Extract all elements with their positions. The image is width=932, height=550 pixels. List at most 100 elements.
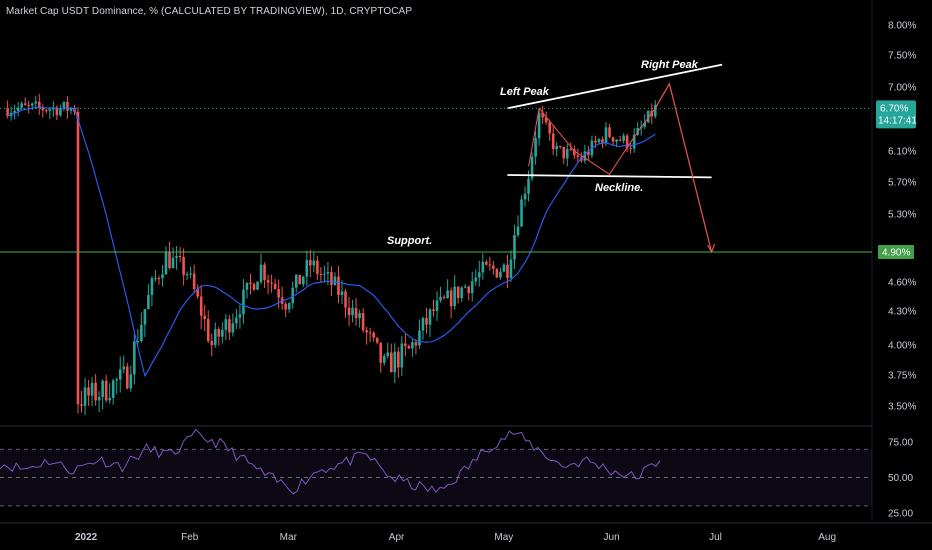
grid-lines — [0, 0, 932, 524]
candle-body — [182, 257, 185, 276]
neckline-label: Neckline. — [595, 182, 643, 194]
candle-body — [154, 278, 157, 280]
candle-body — [407, 345, 411, 349]
candle-body — [333, 276, 337, 285]
candle-body — [291, 287, 295, 304]
candle-body — [238, 314, 242, 318]
candle-body — [653, 104, 657, 117]
y-axis: 8.00% 7.50% 7.00% 6.10% 5.70% 5.30% 4.60% 4.30%… — [888, 21, 916, 413]
countdown-text: 14:17:41 — [878, 115, 917, 126]
x-tick-label: May — [494, 532, 513, 543]
candle-body — [643, 122, 647, 127]
y-tick-label: 4.60% — [888, 278, 916, 289]
candle-body — [115, 379, 119, 381]
candle-body — [477, 272, 481, 278]
candle-body — [347, 307, 351, 316]
candle-body — [404, 343, 407, 346]
candle-body — [421, 317, 425, 331]
rsi-line — [0, 428, 661, 495]
candle-body — [558, 146, 562, 148]
candle-body — [34, 101, 38, 104]
candle-body — [495, 268, 499, 278]
candle-body — [442, 296, 446, 299]
candle-body — [30, 103, 34, 106]
x-tick-label: Mar — [280, 532, 298, 543]
candle-body — [488, 264, 492, 266]
candle-body — [266, 280, 270, 283]
candle-body — [171, 257, 175, 269]
candle-body — [386, 352, 390, 357]
candle-body — [632, 134, 636, 149]
candle-body — [389, 352, 393, 373]
x-tick-label: 2022 — [75, 532, 98, 543]
candle-body — [157, 278, 161, 280]
candle-body — [309, 260, 312, 266]
candle-body — [625, 135, 629, 149]
candle-body — [217, 329, 221, 337]
candle-body — [323, 273, 326, 275]
candle-body — [372, 332, 375, 338]
candle-body — [453, 286, 456, 307]
candle-body — [224, 319, 228, 330]
candle-body — [231, 323, 235, 333]
candle-body — [221, 329, 224, 337]
candle-body — [569, 149, 573, 151]
candle-body — [368, 332, 372, 334]
candle-body — [140, 324, 143, 342]
candle-body — [460, 287, 463, 299]
candle-body — [418, 330, 421, 346]
candle-body — [492, 265, 495, 269]
candle-body — [108, 398, 111, 401]
y-tick-label: 3.50% — [888, 402, 916, 413]
candle-body — [94, 382, 97, 401]
candle-body — [277, 289, 280, 298]
candle-body — [470, 281, 474, 294]
candle-body — [147, 294, 150, 310]
candle-body — [101, 380, 104, 397]
candle-body — [351, 308, 354, 316]
candle-body — [618, 139, 622, 141]
candle-body — [270, 282, 273, 284]
last-price-tag — [876, 100, 916, 129]
x-tick-label: Aug — [818, 532, 836, 543]
x-tick-label: Feb — [181, 532, 199, 543]
candle-body — [59, 108, 62, 116]
candle-body — [573, 149, 576, 156]
candle-body — [530, 156, 534, 179]
peak-trendline — [507, 63, 723, 110]
candle-body — [189, 273, 192, 275]
candle-body — [206, 319, 210, 342]
candle-body — [27, 105, 31, 107]
candle-body — [520, 199, 523, 227]
candle-body — [411, 342, 414, 349]
candle-body — [196, 289, 199, 297]
candle-body — [6, 108, 9, 117]
candle-body — [55, 107, 59, 116]
annotation-labels: Left Peak Right Peak Neckline. Support. — [387, 59, 699, 247]
candle-body — [358, 313, 361, 319]
candle-body — [365, 330, 368, 333]
x-tick-label: Jul — [709, 532, 722, 543]
rsi-pane: 75.00 50.00 25.00 — [0, 428, 913, 519]
candle-body — [319, 273, 323, 275]
candle-body — [161, 274, 164, 279]
y-tick-label: 4.30% — [888, 307, 916, 318]
candle-body — [301, 276, 305, 285]
candle-body — [608, 127, 611, 138]
candle-body — [199, 296, 203, 316]
candle-body — [235, 317, 238, 324]
candle-body — [143, 309, 147, 325]
candle-body — [263, 264, 266, 281]
candle-body — [164, 252, 168, 275]
support-line-group: 4.90% — [0, 245, 914, 259]
candle-body — [111, 380, 115, 399]
candle-body — [361, 313, 365, 331]
candle-body — [467, 286, 471, 294]
neckline-line — [507, 174, 712, 179]
candle-body — [104, 380, 108, 401]
candle-body — [481, 261, 485, 273]
candle-body — [523, 193, 527, 200]
rsi-tick-label: 25.00 — [888, 508, 913, 519]
candle-body — [76, 111, 80, 405]
